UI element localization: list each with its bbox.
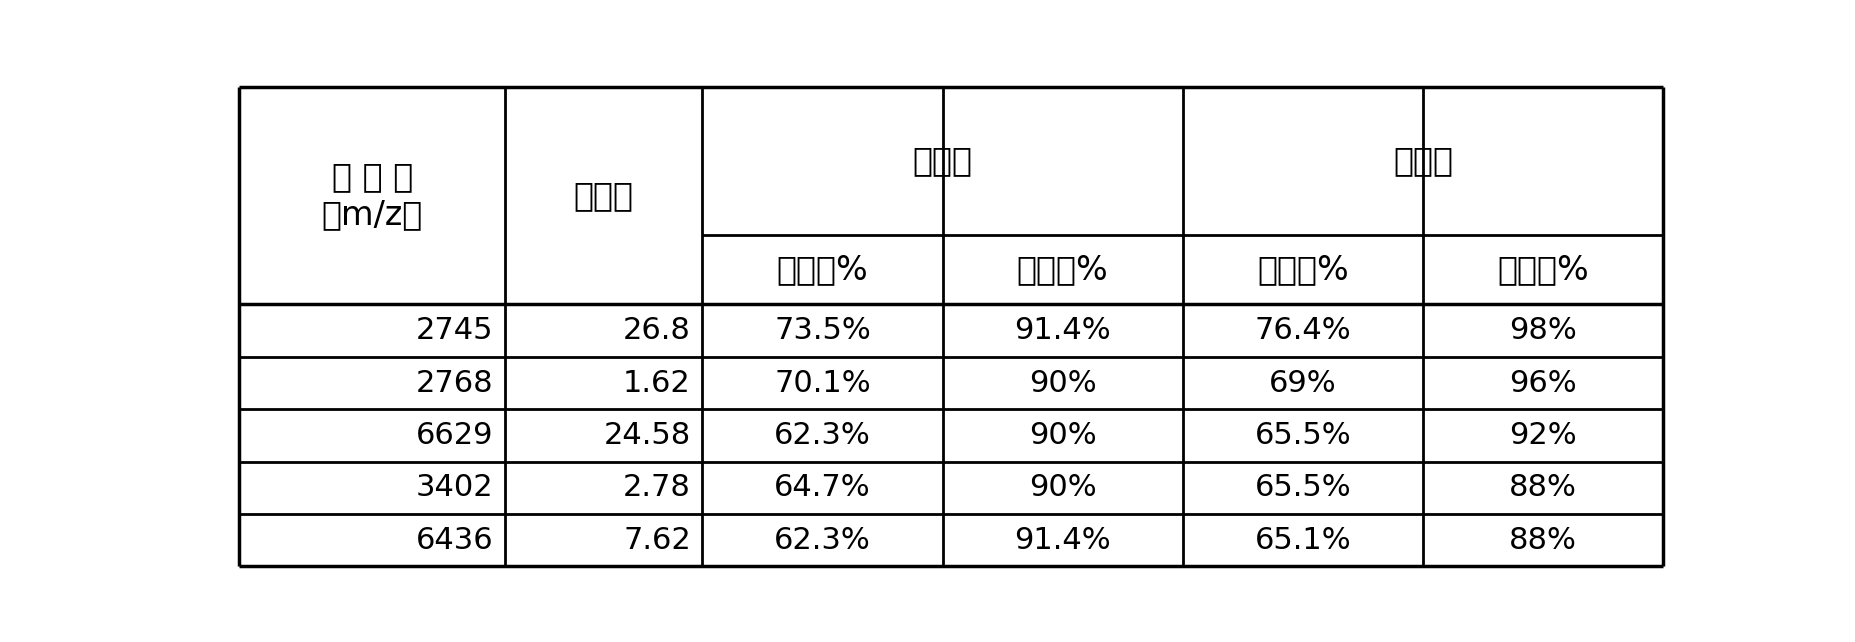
Text: 88%: 88%	[1508, 526, 1577, 555]
Text: 1.62: 1.62	[623, 369, 690, 397]
Text: 3402: 3402	[416, 473, 493, 502]
Text: 88%: 88%	[1508, 473, 1577, 502]
Text: 90%: 90%	[1028, 369, 1096, 397]
Text: 临界値: 临界値	[573, 179, 633, 213]
Text: 91.4%: 91.4%	[1015, 526, 1111, 555]
Text: 65.5%: 65.5%	[1254, 421, 1350, 450]
Text: 62.3%: 62.3%	[774, 526, 870, 555]
Text: 特异性%: 特异性%	[1497, 254, 1588, 286]
Text: 26.8: 26.8	[623, 316, 690, 345]
Text: 96%: 96%	[1508, 369, 1577, 397]
Text: 91.4%: 91.4%	[1015, 316, 1111, 345]
Text: 98%: 98%	[1508, 316, 1577, 345]
Text: 76.4%: 76.4%	[1254, 316, 1350, 345]
Text: 灵敏度%: 灵敏度%	[775, 254, 868, 286]
Text: 69%: 69%	[1269, 369, 1336, 397]
Text: 92%: 92%	[1508, 421, 1577, 450]
Text: 多 肽 峰
（m/z）: 多 肽 峰 （m/z）	[321, 160, 423, 231]
Text: 62.3%: 62.3%	[774, 421, 870, 450]
Text: 6629: 6629	[416, 421, 493, 450]
Text: 6436: 6436	[416, 526, 493, 555]
Text: 7.62: 7.62	[623, 526, 690, 555]
Text: 测试组: 测试组	[913, 144, 972, 178]
Text: 90%: 90%	[1028, 473, 1096, 502]
Text: 64.7%: 64.7%	[774, 473, 870, 502]
Text: 24.58: 24.58	[603, 421, 690, 450]
Text: 特异性%: 特异性%	[1017, 254, 1107, 286]
Text: 65.1%: 65.1%	[1254, 526, 1350, 555]
Text: 验证组: 验证组	[1393, 144, 1452, 178]
Text: 2.78: 2.78	[623, 473, 690, 502]
Text: 90%: 90%	[1028, 421, 1096, 450]
Text: 灵敏度%: 灵敏度%	[1256, 254, 1349, 286]
Text: 2768: 2768	[416, 369, 493, 397]
Text: 2745: 2745	[416, 316, 493, 345]
Text: 73.5%: 73.5%	[774, 316, 870, 345]
Text: 65.5%: 65.5%	[1254, 473, 1350, 502]
Text: 70.1%: 70.1%	[774, 369, 870, 397]
